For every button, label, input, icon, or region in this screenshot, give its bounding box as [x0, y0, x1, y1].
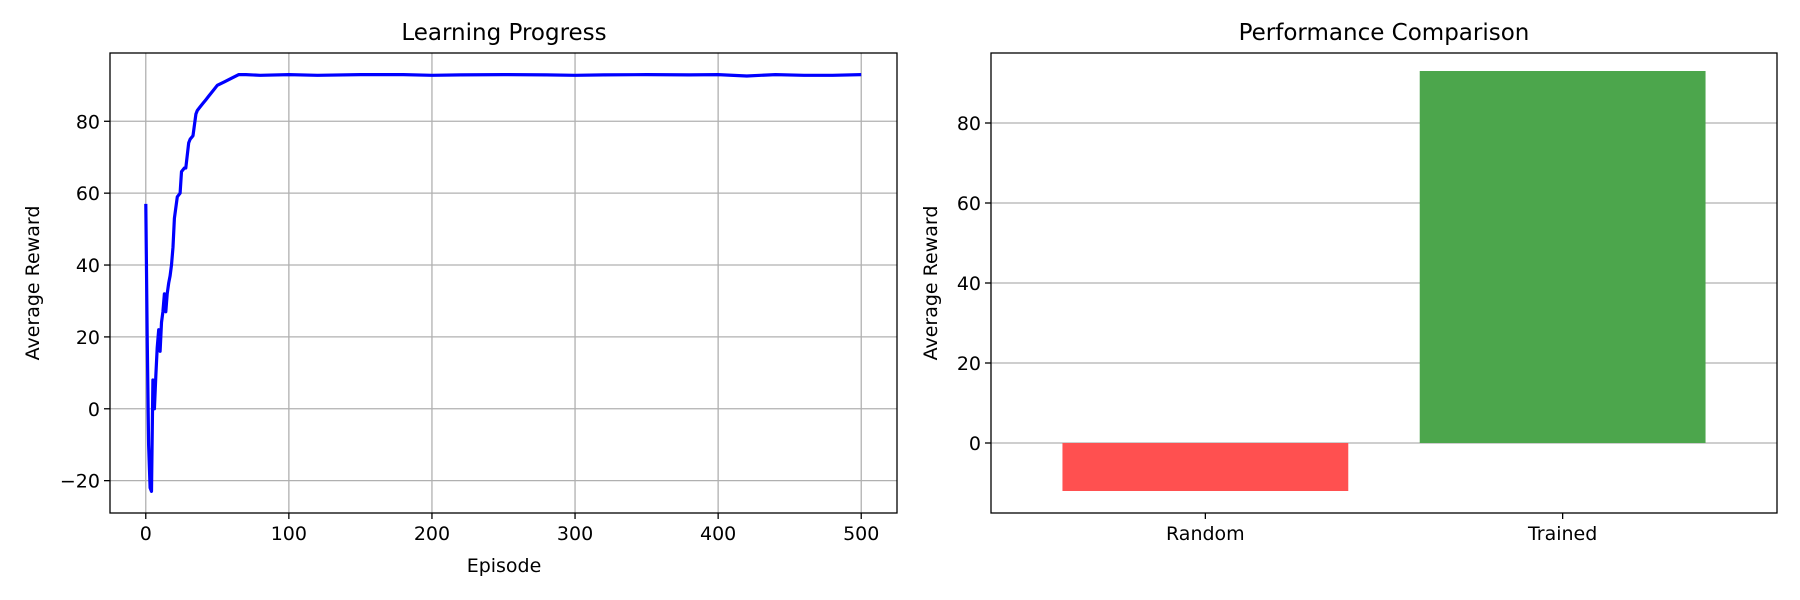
y-tick-label: 40 [957, 273, 981, 295]
bar-random [1062, 443, 1349, 491]
bars [1062, 71, 1706, 491]
tick-labels: 0 100 200 300 400 500 −20 0 20 40 60 80 [60, 111, 879, 545]
x-tick-label: 400 [700, 523, 736, 545]
y-axis-label: Average Reward [920, 206, 942, 361]
y-axis-label: Average Reward [22, 206, 44, 361]
x-tick-label: 100 [271, 523, 307, 545]
x-tick-label: Trained [1527, 523, 1597, 545]
x-tick-label: 300 [557, 523, 593, 545]
plot-frame [109, 52, 898, 514]
y-tick-label: 0 [969, 433, 981, 455]
tick-labels: 0 20 40 60 80 Random Trained [957, 113, 1597, 545]
y-tick-label: 80 [957, 113, 981, 135]
series-line [144, 72, 862, 493]
y-tick-label: 60 [76, 183, 100, 205]
x-tick-label: 0 [140, 523, 152, 545]
y-tick-label: 40 [76, 255, 100, 277]
bar-trained [1419, 71, 1706, 443]
y-tick-label: 0 [88, 399, 100, 421]
y-tick-label: 20 [76, 327, 100, 349]
y-tick-label: 80 [76, 111, 100, 133]
x-axis-label: Episode [467, 555, 542, 577]
x-tick-label: 200 [414, 523, 450, 545]
learning-progress-chart: Learning Progress 0 100 200 300 400 500 −20 0 20… [22, 20, 898, 577]
y-tick-label: 60 [957, 193, 981, 215]
chart-title: Learning Progress [401, 20, 606, 46]
grid [110, 53, 897, 513]
x-tick-label: Random [1166, 523, 1245, 545]
y-tick-label: −20 [60, 471, 100, 493]
chart-title: Performance Comparison [1239, 20, 1530, 46]
performance-comparison-chart: Performance Comparison 0 20 40 60 80 Random Tr… [920, 20, 1778, 545]
x-tick-label: 500 [843, 523, 879, 545]
y-tick-label: 20 [957, 353, 981, 375]
